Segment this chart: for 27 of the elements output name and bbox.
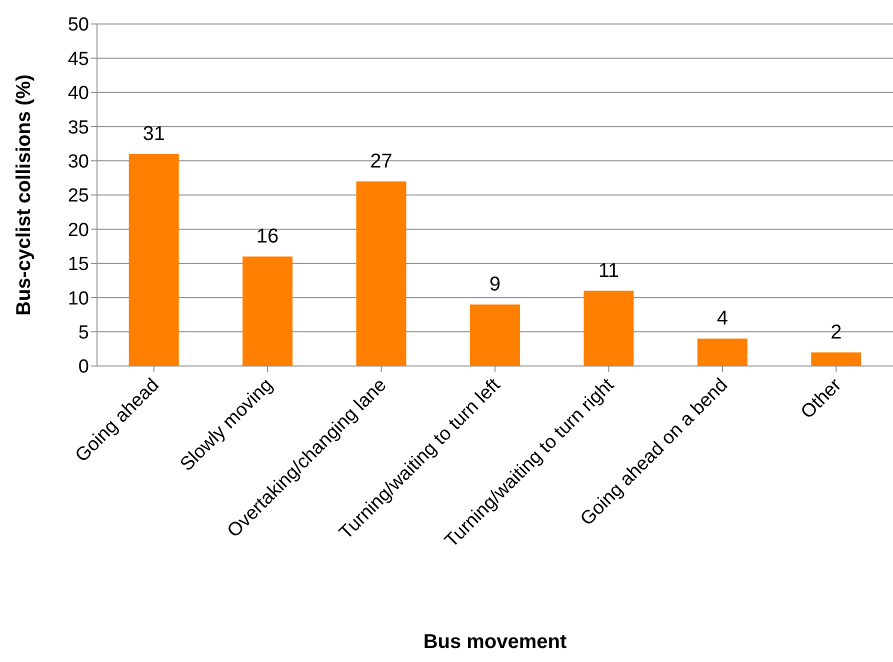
bar <box>356 181 406 366</box>
data-label: 31 <box>142 122 165 145</box>
bar <box>584 290 634 366</box>
y-tick-label: 0 <box>78 356 89 378</box>
y-tick-label: 5 <box>78 322 89 344</box>
data-label: 2 <box>830 321 842 344</box>
y-tick-label: 10 <box>68 288 89 310</box>
x-axis-title: Bus movement <box>423 631 568 653</box>
y-tick-label: 45 <box>68 48 89 70</box>
data-label: 9 <box>489 273 501 296</box>
bar <box>697 338 748 366</box>
data-label: 4 <box>716 308 728 330</box>
y-tick-label: 40 <box>68 83 89 104</box>
y-tick-label: 20 <box>68 220 89 241</box>
y-tick-label: 30 <box>68 152 89 173</box>
y-tick-label: 25 <box>68 186 89 207</box>
y-tick-label: 35 <box>68 117 89 138</box>
bar <box>242 256 293 366</box>
y-axis-title: Bus-cyclist collisions (%) <box>13 74 35 316</box>
data-label: 11 <box>598 260 620 282</box>
bar <box>811 352 862 366</box>
y-tick-label: 15 <box>68 254 89 276</box>
data-label: 27 <box>370 150 392 172</box>
y-tick-label: 50 <box>68 14 89 36</box>
data-label: 16 <box>256 226 279 248</box>
bar <box>128 154 179 366</box>
bar <box>470 304 520 366</box>
